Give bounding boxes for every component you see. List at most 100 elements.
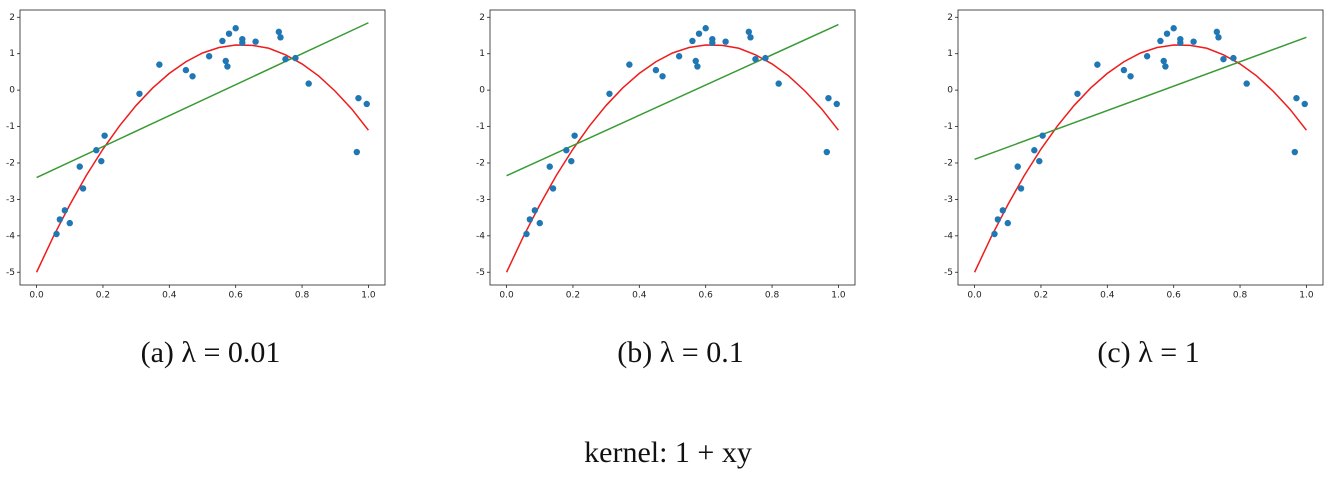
data-point <box>353 148 360 156</box>
data-point <box>695 30 703 37</box>
y-tick-label: -3 <box>476 195 485 205</box>
data-point <box>546 163 553 170</box>
data-point <box>1094 61 1101 68</box>
data-point <box>1230 54 1237 62</box>
y-tick-label: -5 <box>6 268 15 278</box>
data-point <box>1120 66 1128 74</box>
data-point <box>136 90 143 97</box>
x-tick-label: 0.2 <box>96 291 110 301</box>
x-tick-label: 0.8 <box>1233 291 1248 301</box>
data-point <box>1293 94 1300 102</box>
y-tick-label: 2 <box>947 13 953 23</box>
data-point <box>709 39 716 46</box>
y-tick-label: -1 <box>6 122 15 132</box>
x-tick-label: 1.0 <box>1299 291 1314 301</box>
x-tick-label: 0.8 <box>295 291 310 301</box>
data-point <box>98 157 105 165</box>
fit-line <box>505 44 839 273</box>
data-point <box>563 147 570 154</box>
x-tick-label: 0.4 <box>1100 291 1115 301</box>
data-point <box>571 132 578 139</box>
data-point <box>536 219 543 227</box>
data-point <box>1036 157 1043 165</box>
y-tick-label: 0 <box>947 86 953 96</box>
data-point <box>56 216 64 223</box>
data-point <box>76 163 83 170</box>
data-point <box>825 94 832 102</box>
data-point <box>189 73 196 80</box>
y-tick-label: 0 <box>9 86 15 96</box>
data-point <box>232 25 239 32</box>
y-tick-label: 0 <box>479 86 485 96</box>
y-tick-label: 1 <box>9 49 15 59</box>
subfigure-caption: (b) λ = 0.1 <box>617 336 743 369</box>
data-point <box>722 38 729 45</box>
fit-line <box>36 22 369 179</box>
data-point <box>219 37 226 45</box>
data-point <box>1143 53 1151 60</box>
data-point <box>675 53 683 60</box>
y-tick-label: 2 <box>9 13 15 23</box>
data-point <box>1157 37 1164 45</box>
data-point <box>1160 57 1167 65</box>
data-point <box>93 147 100 154</box>
data-point <box>275 28 283 36</box>
data-point <box>1177 39 1184 46</box>
data-point <box>305 80 312 87</box>
fit-line <box>974 36 1307 161</box>
data-point <box>1170 25 1177 32</box>
data-point <box>626 61 633 68</box>
fit-line <box>973 44 1307 273</box>
data-point <box>355 94 362 102</box>
subfigure-caption: (c) λ = 1 <box>1097 336 1199 369</box>
x-tick-label: 0.8 <box>765 291 780 301</box>
data-point <box>205 53 213 60</box>
data-point <box>1163 30 1171 37</box>
y-tick-label: -5 <box>944 268 953 278</box>
data-point <box>1014 163 1021 170</box>
data-point <box>277 34 284 41</box>
x-tick-label: 0.4 <box>162 291 177 301</box>
data-point <box>282 55 289 63</box>
data-point <box>568 157 575 165</box>
x-tick-label: 0.6 <box>1167 291 1182 301</box>
data-point <box>1004 219 1011 227</box>
plot-frame <box>19 9 386 286</box>
x-tick-label: 0.2 <box>566 291 580 301</box>
data-point <box>53 230 60 238</box>
x-tick-label: 0.6 <box>229 291 244 301</box>
y-tick-label: 1 <box>479 49 485 59</box>
data-point <box>752 55 759 63</box>
x-tick-label: 1.0 <box>831 291 846 301</box>
y-tick-label: -5 <box>476 268 485 278</box>
data-point <box>659 73 666 80</box>
x-tick-label: 0.2 <box>1034 291 1048 301</box>
data-point <box>101 132 108 139</box>
data-point <box>531 207 538 214</box>
y-tick-label: -2 <box>944 158 953 168</box>
data-point <box>1243 80 1250 87</box>
data-point <box>239 39 246 46</box>
data-point <box>252 38 259 45</box>
fit-line <box>506 23 839 177</box>
data-point <box>833 100 840 108</box>
data-point <box>549 185 557 192</box>
data-point <box>747 34 754 41</box>
data-point <box>225 30 233 37</box>
x-tick-label: 0.6 <box>699 291 714 301</box>
y-tick-label: -1 <box>476 122 485 132</box>
y-tick-label: 2 <box>479 13 485 23</box>
data-point <box>999 207 1006 214</box>
y-tick-label: -2 <box>476 158 485 168</box>
data-point <box>702 25 709 32</box>
data-point <box>1213 28 1221 36</box>
data-point <box>79 185 87 192</box>
x-tick-label: 1.0 <box>361 291 376 301</box>
data-point <box>61 207 68 214</box>
data-point <box>1291 148 1298 156</box>
subfigure-caption: (a) λ = 0.01 <box>141 336 281 369</box>
data-point <box>224 63 231 70</box>
fit-line <box>35 44 369 273</box>
y-tick-label: -3 <box>944 195 953 205</box>
